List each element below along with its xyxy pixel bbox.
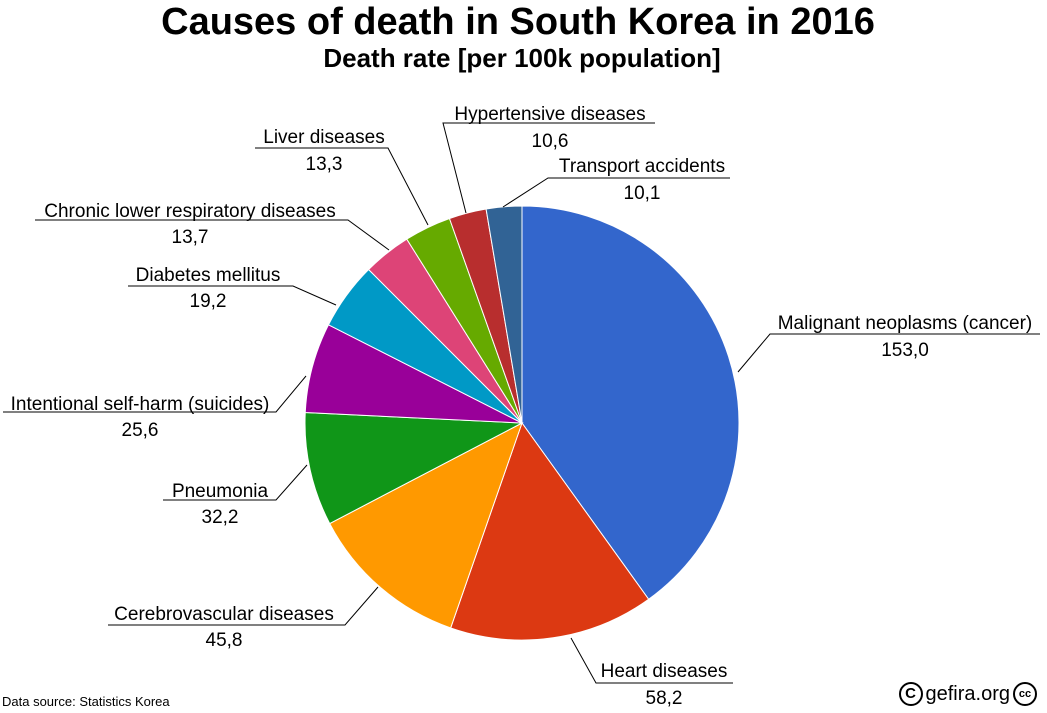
slice-label-7: Liver diseases [263, 127, 384, 148]
slice-value-4: 25,6 [122, 420, 159, 441]
slice-value-7: 13,3 [306, 154, 343, 175]
pie-slice-1 [450, 421, 650, 641]
slice-value-0: 153,0 [881, 340, 929, 361]
chart-subtitle: Death rate [per 100k population] [323, 43, 720, 73]
slice-label-5: Diabetes mellitus [136, 265, 281, 286]
slice-label-8: Hypertensive diseases [454, 104, 645, 125]
pie-labels: Malignant neoplasms (cancer) 153,0 Heart d… [3, 104, 1040, 709]
pie-slice-0 [521, 205, 740, 600]
pie-slice-2 [329, 421, 523, 629]
leader-line-0 [737, 333, 1040, 373]
leader-line-8 [442, 122, 655, 214]
creative-commons-icon: cc [1013, 682, 1037, 706]
leader-line-1 [570, 637, 733, 684]
slice-label-0: Malignant neoplasms (cancer) [778, 313, 1033, 334]
chart-title: Causes of death in South Korea in 2016 [161, 1, 875, 43]
pie-slice-3 [304, 412, 524, 525]
leader-line-3 [163, 464, 308, 501]
pie-slices [304, 205, 740, 641]
slice-label-9: Transport accidents [559, 156, 725, 177]
leader-line-9 [502, 177, 730, 208]
leader-line-2 [108, 586, 379, 626]
leader-line-6 [35, 219, 390, 251]
slice-label-1: Heart diseases [601, 661, 728, 682]
data-source-note: Data source: Statistics Korea [2, 694, 170, 709]
slice-label-2: Cerebrovascular diseases [114, 604, 334, 625]
slice-value-9: 10,1 [624, 183, 661, 204]
credit: C gefira.org cc [898, 681, 1037, 707]
slice-value-5: 19,2 [190, 291, 227, 312]
leader-line-5 [128, 285, 337, 306]
slice-value-8: 10,6 [532, 131, 569, 152]
slice-label-4: Intentional self-harm (suicides) [11, 394, 270, 415]
slice-value-6: 13,7 [172, 227, 209, 248]
leader-line-7 [255, 147, 429, 226]
slice-value-3: 32,2 [202, 507, 239, 528]
slice-label-3: Pneumonia [172, 481, 269, 502]
copyright-icon: C [898, 682, 923, 706]
leader-line-4 [3, 375, 307, 413]
credit-text: gefira.org [925, 682, 1011, 705]
slice-label-6: Chronic lower respiratory diseases [44, 201, 335, 222]
slice-value-1: 58,2 [646, 688, 683, 709]
slice-value-2: 45,8 [206, 630, 243, 651]
